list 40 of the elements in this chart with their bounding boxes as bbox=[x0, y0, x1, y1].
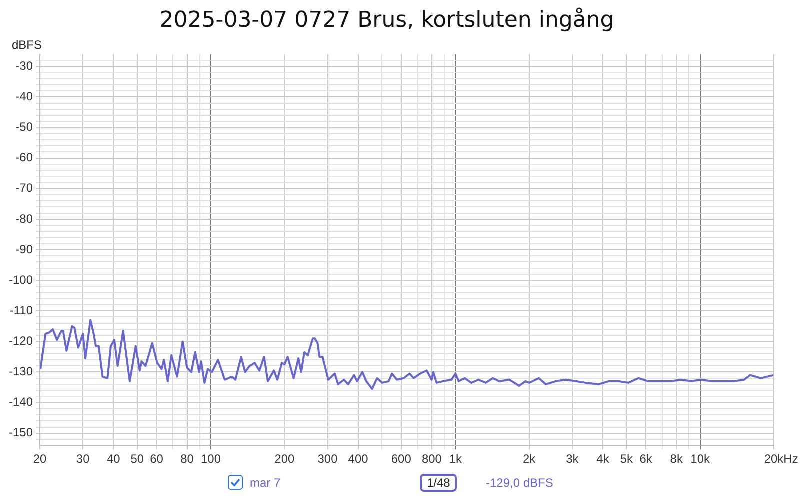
x-tick-label: 20 bbox=[33, 452, 47, 466]
x-tick-label: 1k bbox=[449, 452, 464, 466]
y-tick-label: -40 bbox=[16, 90, 34, 104]
y-tick-label: -60 bbox=[16, 150, 34, 165]
y-tick-label: -140 bbox=[8, 395, 34, 410]
x-tick-label: 10k bbox=[690, 452, 712, 466]
y-tick-label: -80 bbox=[16, 212, 34, 226]
y-tick-label: -50 bbox=[16, 120, 34, 134]
x-tick-label: 2k bbox=[522, 452, 537, 466]
x-tick-label: 200 bbox=[274, 452, 295, 466]
x-tick-label: 100 bbox=[201, 452, 222, 466]
x-tick-label: 8k bbox=[670, 452, 684, 466]
y-axis-title: dBFS bbox=[12, 38, 42, 52]
y-tick-label: -70 bbox=[16, 181, 34, 196]
x-tick-label: 20k bbox=[764, 452, 785, 466]
x-tick-label: 300 bbox=[318, 452, 338, 466]
y-tick-label: -100 bbox=[8, 272, 34, 287]
text: -129,0 dBFS bbox=[486, 476, 554, 490]
x-tick-label: 60 bbox=[150, 452, 164, 466]
x-tick-label: 50 bbox=[130, 452, 144, 466]
text: mar 7 bbox=[250, 476, 281, 490]
text: 1/48 bbox=[420, 474, 458, 492]
x-tick-label: 400 bbox=[348, 452, 369, 466]
y-tick-label: -130 bbox=[8, 364, 34, 379]
y-tick-label: -120 bbox=[8, 334, 34, 348]
y-tick-label: -150 bbox=[8, 426, 34, 440]
x-tick-label: 4k bbox=[596, 452, 610, 466]
x-tick-label: 6k bbox=[640, 452, 654, 466]
x-axis-title: Hz bbox=[784, 452, 798, 466]
x-tick-label: 600 bbox=[391, 452, 412, 466]
x-tick-label: 30 bbox=[76, 452, 90, 466]
y-tick-label: -90 bbox=[16, 242, 34, 256]
x-tick-label: 3k bbox=[566, 452, 580, 466]
chart-title: 2025-03-07 0727 Brus, kortsluten ingång bbox=[160, 6, 614, 33]
x-tick-label: 40 bbox=[106, 452, 121, 466]
y-tick-label: -110 bbox=[10, 303, 34, 318]
y-tick-label: -30 bbox=[16, 58, 34, 73]
x-tick-label: 5k bbox=[620, 452, 634, 466]
x-tick-label: 800 bbox=[422, 452, 442, 466]
x-tick-label: 80 bbox=[180, 452, 194, 466]
